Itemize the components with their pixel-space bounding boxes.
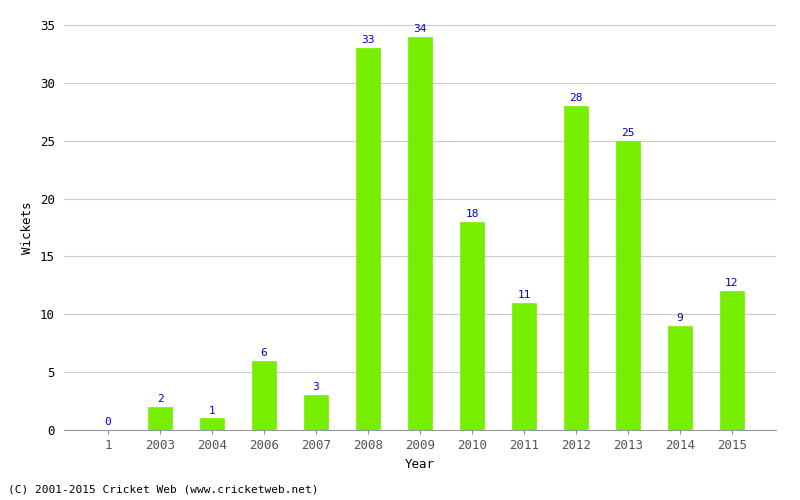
Text: 11: 11	[518, 290, 530, 300]
Text: 9: 9	[677, 313, 683, 323]
Text: 3: 3	[313, 382, 319, 392]
Text: 2: 2	[157, 394, 163, 404]
Text: 28: 28	[570, 93, 582, 103]
Text: 12: 12	[725, 278, 738, 288]
Bar	[356, 48, 380, 430]
Text: 18: 18	[466, 209, 478, 219]
Text: (C) 2001-2015 Cricket Web (www.cricketweb.net): (C) 2001-2015 Cricket Web (www.cricketwe…	[8, 485, 318, 495]
Text: 33: 33	[362, 35, 374, 45]
Bar	[408, 36, 432, 430]
X-axis label: Year: Year	[405, 458, 435, 470]
Bar	[304, 396, 328, 430]
Text: 25: 25	[622, 128, 634, 138]
Y-axis label: Wickets: Wickets	[22, 201, 34, 254]
Bar	[668, 326, 692, 430]
Bar	[148, 407, 172, 430]
Bar	[564, 106, 588, 430]
Bar	[720, 291, 744, 430]
Bar	[512, 302, 536, 430]
Text: 34: 34	[414, 24, 426, 34]
Text: 0: 0	[105, 417, 111, 427]
Bar	[460, 222, 484, 430]
Text: 1: 1	[209, 406, 215, 415]
Bar	[200, 418, 224, 430]
Bar	[252, 360, 276, 430]
Bar	[616, 140, 640, 430]
Text: 6: 6	[261, 348, 267, 358]
